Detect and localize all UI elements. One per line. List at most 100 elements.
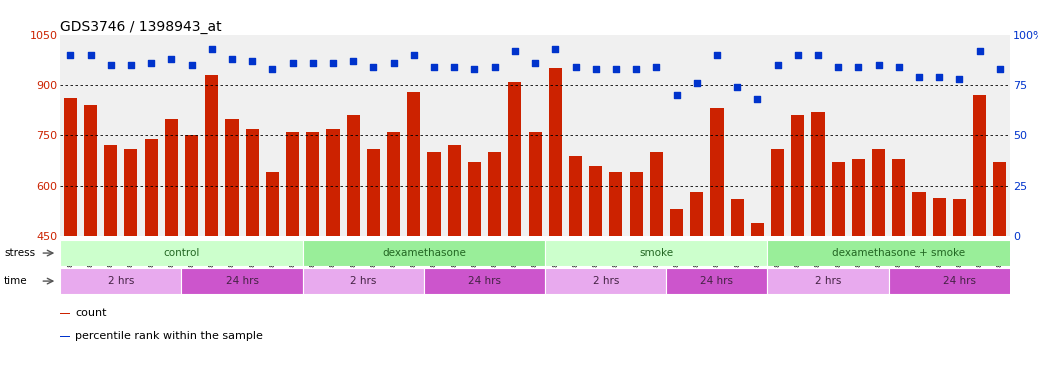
Bar [590, 166, 602, 384]
Bar [889, 268, 1030, 294]
Bar [630, 172, 643, 384]
Bar [872, 149, 885, 384]
Bar [528, 132, 542, 384]
Bar [424, 268, 545, 294]
Point [527, 60, 544, 66]
Bar [609, 172, 623, 384]
Point [729, 84, 745, 90]
Point [385, 60, 402, 66]
Bar [303, 240, 545, 266]
Point [203, 46, 220, 52]
Point [284, 60, 301, 66]
Bar [286, 132, 299, 384]
Point [426, 64, 442, 70]
Point [446, 64, 463, 70]
Point [62, 52, 79, 58]
Bar [60, 336, 71, 337]
Point [991, 66, 1008, 72]
Point [406, 52, 422, 58]
Point [709, 52, 726, 58]
Bar [650, 152, 663, 384]
Text: count: count [75, 308, 107, 318]
Bar [767, 268, 889, 294]
Point [668, 92, 685, 98]
Point [345, 58, 361, 64]
Bar [182, 268, 303, 294]
Bar [407, 92, 420, 384]
Point [567, 64, 583, 70]
Bar [303, 268, 424, 294]
Bar [246, 129, 258, 384]
Point [325, 60, 342, 66]
Bar [666, 268, 767, 294]
Point [466, 66, 483, 72]
Bar [993, 162, 1007, 384]
Bar [953, 199, 966, 384]
Point [365, 64, 382, 70]
Text: 2 hrs: 2 hrs [593, 276, 619, 286]
Bar [387, 132, 401, 384]
Point [769, 62, 786, 68]
Point [790, 52, 807, 58]
Bar [731, 199, 744, 384]
Bar [893, 159, 905, 384]
Bar [468, 162, 481, 384]
Bar [447, 146, 461, 384]
Bar [144, 139, 158, 384]
Point [507, 48, 523, 54]
Bar [60, 313, 71, 314]
Bar [488, 152, 501, 384]
Point [931, 74, 948, 80]
Text: smoke: smoke [639, 248, 674, 258]
Bar [750, 223, 764, 384]
Text: 2 hrs: 2 hrs [815, 276, 841, 286]
Point [891, 64, 907, 70]
Bar [125, 149, 137, 384]
Point [850, 64, 867, 70]
Point [607, 66, 624, 72]
Bar [973, 95, 986, 384]
Text: percentile rank within the sample: percentile rank within the sample [75, 331, 263, 341]
Point [972, 48, 988, 54]
Bar [933, 197, 946, 384]
Text: 24 hrs: 24 hrs [701, 276, 734, 286]
Bar [549, 68, 562, 384]
Point [143, 60, 160, 66]
Bar [912, 192, 926, 384]
Text: 2 hrs: 2 hrs [108, 276, 134, 286]
Point [628, 66, 645, 72]
Bar [165, 119, 177, 384]
Point [184, 62, 200, 68]
Text: 2 hrs: 2 hrs [350, 276, 377, 286]
Text: time: time [4, 276, 28, 286]
Bar [690, 192, 704, 384]
Bar [185, 136, 198, 384]
Point [82, 52, 99, 58]
Bar [545, 240, 767, 266]
Point [910, 74, 927, 80]
Text: GDS3746 / 1398943_at: GDS3746 / 1398943_at [60, 20, 222, 33]
Bar [831, 162, 845, 384]
Bar [63, 98, 77, 384]
Bar [771, 149, 784, 384]
Point [244, 58, 261, 64]
Bar [306, 132, 320, 384]
Bar [428, 152, 440, 384]
Point [103, 62, 119, 68]
Bar [569, 156, 582, 384]
Point [951, 76, 967, 82]
Bar [266, 172, 279, 384]
Bar [84, 105, 98, 384]
Point [547, 46, 564, 52]
Bar [60, 240, 303, 266]
Bar [767, 240, 1030, 266]
Point [487, 64, 503, 70]
Point [688, 80, 705, 86]
Bar [104, 146, 117, 384]
Bar [670, 209, 683, 384]
Bar [812, 112, 824, 384]
Text: stress: stress [4, 248, 35, 258]
Bar [791, 115, 804, 384]
Bar [225, 119, 239, 384]
Bar [206, 75, 218, 384]
